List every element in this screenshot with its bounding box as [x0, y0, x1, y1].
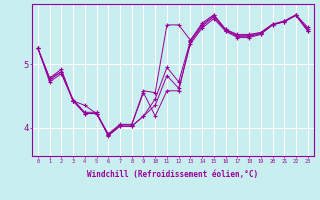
- X-axis label: Windchill (Refroidissement éolien,°C): Windchill (Refroidissement éolien,°C): [87, 170, 258, 179]
